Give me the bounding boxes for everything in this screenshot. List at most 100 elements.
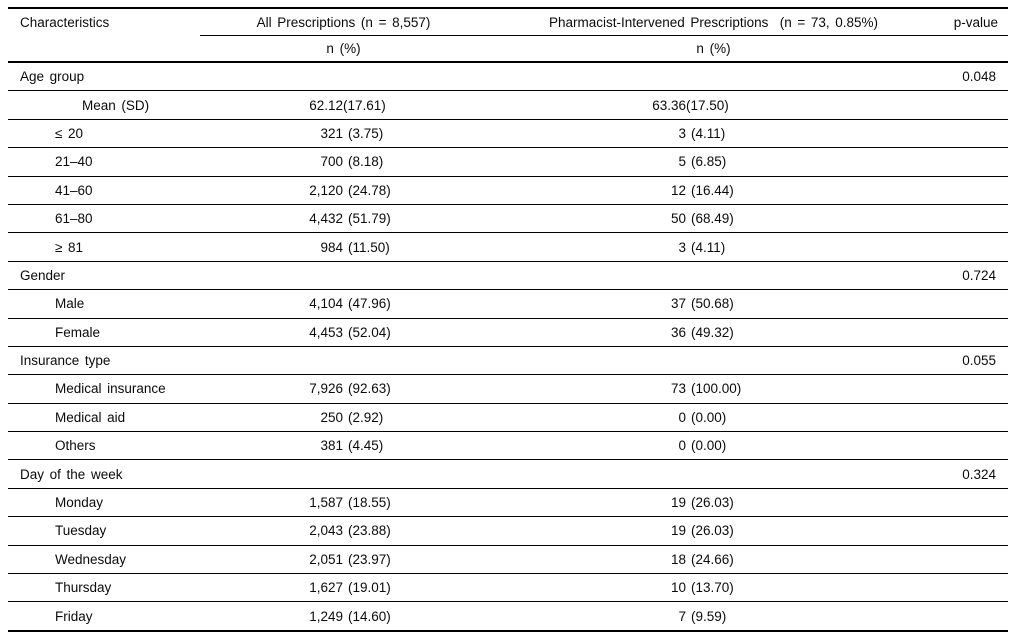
subheader-empty — [940, 35, 1008, 63]
header-row-2: n (%) n (%) — [8, 35, 1008, 63]
table-row: Monday 1,587 (18.55) 19 (26.03) — [8, 488, 1008, 518]
p-value-cell — [940, 147, 1008, 177]
percent-value: (17.50) — [686, 97, 729, 113]
count-n: 0 — [678, 438, 686, 454]
percent-value: (0.00) — [691, 438, 727, 454]
row-label: Thursday — [8, 573, 200, 603]
table-row: Friday 1,249 (14.60) 7 (9.59) — [8, 602, 1008, 631]
table-row: 41–60 2,120 (24.78) 12 (16.44) — [8, 176, 1008, 205]
count-n: 7 — [678, 608, 686, 624]
p-value-cell: 0.724 — [940, 261, 1008, 291]
count-n: 62.12 — [309, 97, 343, 113]
count-n: 63.36 — [652, 97, 686, 113]
p-value-cell — [940, 232, 1008, 262]
count-n: 0 — [678, 409, 686, 425]
table-row: Others 381 (4.45) 0 (0.00) — [8, 431, 1008, 461]
percent-value: (24.66) — [691, 551, 734, 567]
all-prescriptions-value: 700 (8.18) — [200, 147, 487, 177]
percent-value: (100.00) — [691, 381, 742, 397]
count-n: 250 — [320, 409, 343, 425]
all-prescriptions-value: 1,627 (19.01) — [200, 573, 487, 603]
percent-value: (16.44) — [691, 182, 734, 198]
all-prescriptions-value: 7,926 (92.63) — [200, 374, 487, 404]
intervened-prescriptions-value: 63.36 (17.50) — [487, 90, 940, 120]
count-n: 1,249 — [309, 608, 343, 624]
characteristics-table: Characteristics All Prescriptions (n = 8… — [8, 7, 1008, 632]
percent-value: (14.60) — [348, 608, 391, 624]
all-prescriptions-value: 984 (11.50) — [200, 232, 487, 262]
intervened-prescriptions-value — [487, 261, 940, 291]
percent-value: (4.11) — [691, 125, 726, 141]
row-label: Friday — [55, 608, 93, 624]
count-n: 37 — [670, 296, 686, 312]
count-n: 73 — [670, 381, 686, 397]
percent-value: (4.45) — [348, 438, 384, 454]
all-prescriptions-value: 321 (3.75) — [200, 119, 487, 149]
row-label: 61–80 — [8, 204, 200, 234]
intervened-prescriptions-value: 10 (13.70) — [487, 573, 940, 603]
intervened-prescriptions-value: 12 (16.44) — [487, 176, 940, 205]
percent-value: (19.01) — [348, 580, 391, 596]
count-n: 2,120 — [309, 182, 343, 198]
p-value-cell — [940, 204, 1008, 234]
percent-value: (49.32) — [691, 324, 734, 340]
count-n: 4,453 — [309, 324, 343, 340]
count-n: 10 — [670, 580, 686, 596]
count-n: 5 — [678, 154, 686, 170]
count-n: 321 — [320, 125, 343, 141]
p-value-cell — [940, 119, 1008, 149]
count-n: 2,051 — [309, 551, 343, 567]
all-prescriptions-value: 2,120 (24.78) — [200, 176, 487, 205]
all-prescriptions-value: 4,432 (51.79) — [200, 204, 487, 234]
percent-value: (52.04) — [348, 324, 391, 340]
table-row: Mean (SD) 62.12 (17.61) 63.36 (17.50) — [8, 90, 1008, 120]
percent-value: (11.50) — [348, 239, 390, 255]
intervened-prescriptions-value: 19 (26.03) — [487, 488, 940, 518]
all-prescriptions-value — [200, 261, 487, 291]
intervened-prescriptions-value: 73 (100.00) — [487, 374, 940, 404]
table-row: ≤ 20 321 (3.75) 3 (4.11) — [8, 119, 1008, 149]
count-n: 4,104 — [309, 296, 343, 312]
all-prescriptions-value — [200, 459, 487, 489]
all-prescriptions-value: 250 (2.92) — [200, 403, 487, 433]
table-row: 21–40 700 (8.18) 5 (6.85) — [8, 147, 1008, 177]
row-label: Female — [8, 318, 200, 347]
p-value-cell — [940, 431, 1008, 461]
category-row: Gender 0.724 — [8, 261, 1008, 291]
table-row: Wednesday 2,051 (23.97) 18 (24.66) — [8, 545, 1008, 575]
all-prescriptions-value: 4,104 (47.96) — [200, 289, 487, 319]
p-value-cell — [940, 516, 1008, 546]
row-label: Tuesday — [8, 516, 200, 546]
all-prescriptions-value: 1,249 (14.60) — [200, 602, 487, 631]
percent-value: (92.63) — [348, 381, 391, 397]
percent-value: (17.61) — [343, 97, 386, 113]
table-row: Female 4,453 (52.04) 36 (49.32) — [8, 318, 1008, 347]
p-value-cell — [940, 90, 1008, 120]
p-value-cell — [940, 545, 1008, 575]
intervened-prescriptions-value — [487, 62, 940, 92]
table-header: Characteristics All Prescriptions (n = 8… — [8, 8, 1008, 63]
count-n: 19 — [670, 495, 686, 511]
row-label: Gender — [8, 261, 200, 291]
row-label: Wednesday — [8, 545, 200, 575]
table-row: Male 4,104 (47.96) 37 (50.68) — [8, 289, 1008, 319]
table-row: Medical aid 250 (2.92) 0 (0.00) — [8, 403, 1008, 433]
count-n: 3 — [678, 125, 686, 141]
intervened-prescriptions-value: 37 (50.68) — [487, 289, 940, 319]
row-label: Medical insurance — [8, 374, 200, 404]
percent-value: (2.92) — [348, 409, 384, 425]
subheader-n-pct-intervened: n (%) — [487, 35, 940, 63]
row-label: Age group — [8, 62, 200, 92]
row-label: ≤ 20 — [8, 119, 200, 149]
percent-value: (23.97) — [348, 551, 391, 567]
all-prescriptions-value — [200, 346, 487, 376]
table-row: Medical insurance 7,926 (92.63) 73 (100.00) — [8, 374, 1008, 404]
intervened-prescriptions-value — [487, 346, 940, 376]
p-value-cell: 0.048 — [940, 62, 1008, 92]
p-value-cell — [940, 602, 1008, 631]
row-label: Monday — [8, 488, 200, 518]
p-value-cell: 0.324 — [940, 459, 1008, 489]
all-prescriptions-value: 1,587 (18.55) — [200, 488, 487, 518]
table-row: ≥ 81 984 (11.50) 3 (4.11) — [8, 232, 1008, 262]
count-n: 4,432 — [309, 211, 343, 227]
